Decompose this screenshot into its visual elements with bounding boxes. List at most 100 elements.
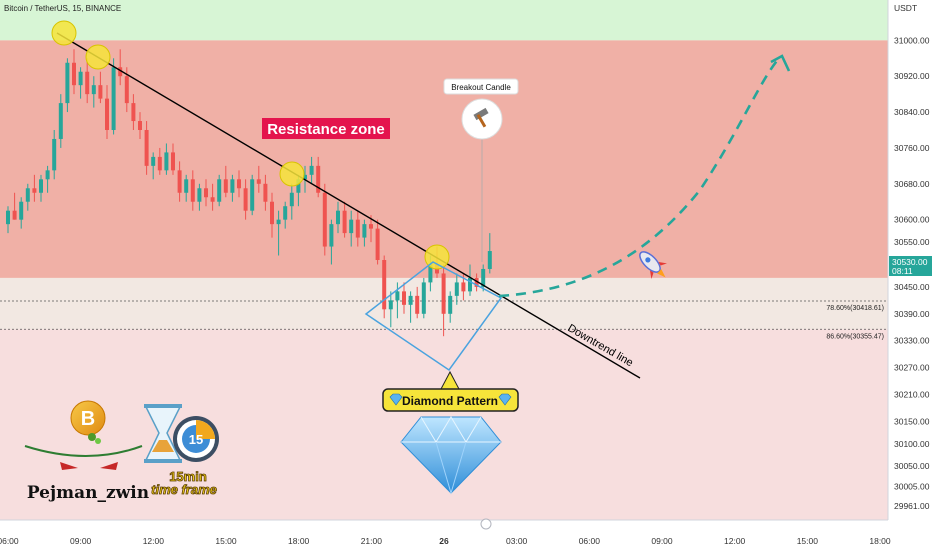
- time-tick-label: 06:00: [579, 536, 601, 546]
- candle-body: [78, 71, 83, 86]
- candle-body: [461, 282, 466, 292]
- resistance-zone-label: Resistance zone: [267, 121, 385, 138]
- candle-body: [289, 192, 294, 207]
- candle-body: [204, 188, 208, 198]
- candle-body: [468, 277, 472, 292]
- resistance-zone-band: [0, 40, 888, 278]
- time-tick-label: 06:00: [0, 536, 19, 546]
- fib-786-label: 78.60%(30418.61): [826, 305, 884, 312]
- candle-body: [98, 85, 103, 99]
- candle-body: [19, 201, 24, 220]
- hammer-glyph: [473, 107, 489, 128]
- svg-text:B: B: [81, 408, 95, 430]
- candle-body: [270, 201, 274, 225]
- candle-body: [131, 103, 136, 122]
- timeframe-top: 15min: [169, 469, 207, 484]
- candle-body: [375, 228, 380, 260]
- time-tick-label: 03:00: [506, 536, 528, 546]
- candle-body: [316, 165, 321, 193]
- candle-body: [6, 210, 10, 225]
- breakout-candle-label: Breakout Candle: [451, 83, 511, 92]
- branding-swoosh: [24, 445, 143, 457]
- fib-866-label: 86.60%(30355.47): [826, 333, 884, 340]
- candle-body: [441, 273, 446, 314]
- candle-body: [382, 260, 387, 310]
- candle-body: [39, 179, 43, 193]
- candle-body: [58, 103, 63, 139]
- projection-curve: [498, 56, 781, 298]
- candle-body: [184, 179, 189, 193]
- price-tick-label: 30210.00: [894, 389, 930, 399]
- candle-body: [322, 192, 327, 247]
- candle-body: [481, 268, 486, 287]
- candle-body: [243, 188, 248, 211]
- time-tick-label: 09:00: [651, 536, 673, 546]
- brand-name: Pejman_zwin: [27, 483, 149, 503]
- candle-body: [256, 179, 261, 184]
- price-tick-label: 30100.00: [894, 439, 930, 449]
- timezone-icon[interactable]: [480, 518, 492, 530]
- gem-emoji-icon-right: [498, 393, 512, 406]
- candle-body: [12, 210, 17, 220]
- price-tick-label: 29961.00: [894, 501, 930, 511]
- breakout-candle-label-bg: [443, 78, 519, 95]
- candle-body: [118, 67, 123, 77]
- price-tick-label: 30550.00: [894, 237, 930, 247]
- time-tick-label: 26: [439, 536, 449, 546]
- candle-body: [355, 219, 360, 238]
- price-tick-label: 30005.00: [894, 481, 930, 491]
- price-tick-label: 30050.00: [894, 461, 930, 471]
- time-tick-label: 12:00: [724, 536, 746, 546]
- timeframe-bottom: time frame: [151, 482, 217, 497]
- candle-body: [369, 224, 373, 229]
- price-tick-label: 31000.00: [894, 35, 930, 45]
- candle-body: [474, 277, 479, 287]
- candle-body: [309, 165, 314, 175]
- diamond-gem-icon: [400, 416, 502, 495]
- candle-body: [237, 179, 241, 189]
- symbol-title: Bitcoin / TetherUS, 15, BINANCE: [4, 4, 121, 13]
- candle-body: [230, 179, 235, 193]
- touch-highlight-3: [279, 161, 305, 187]
- candle-body: [217, 179, 222, 202]
- candle-body: [395, 291, 400, 301]
- price-tick-label: 30390.00: [894, 309, 930, 319]
- time-tick-label: 15:00: [797, 536, 819, 546]
- touch-highlight-2: [85, 44, 111, 70]
- stopwatch-icon: 15: [173, 416, 219, 462]
- candle-body: [25, 188, 30, 202]
- candle-body: [85, 71, 90, 95]
- bitcoin-logo-icon: B: [70, 400, 106, 444]
- time-tick-label: 09:00: [70, 536, 92, 546]
- candle-body: [415, 295, 420, 314]
- diamond-pattern-label: Diamond Pattern: [402, 394, 498, 408]
- resistance-zone-label-bg: [262, 118, 390, 139]
- time-tick-label: 21:00: [361, 536, 383, 546]
- candle-body: [283, 206, 288, 220]
- candle-body: [263, 183, 268, 202]
- candle-body: [105, 98, 109, 130]
- projection-arrow-head: [770, 54, 791, 72]
- candle-body: [144, 130, 149, 166]
- price-tick-label: 30150.00: [894, 416, 930, 426]
- candle-body: [91, 85, 96, 95]
- branding-block: B Pejman_zwin 15 15min time frame: [24, 400, 219, 503]
- price-axis-ticks: 31000.00 30920.00 30840.00 30760.00 30680.00…: [894, 35, 930, 511]
- candle-body: [210, 197, 215, 202]
- candle-body: [448, 295, 453, 314]
- last-price-countdown: 08:11: [892, 266, 913, 276]
- candle-body: [342, 210, 347, 234]
- candle-body: [250, 179, 255, 211]
- candle-body: [157, 156, 162, 171]
- upper-green-zone: [0, 0, 888, 41]
- candle-body: [349, 219, 354, 234]
- price-tick-label: 30450.00: [894, 282, 930, 292]
- candle-body: [32, 188, 37, 193]
- gem-emoji-icon-left: [389, 393, 403, 406]
- candle-body: [402, 291, 406, 305]
- candle-body: [223, 179, 228, 193]
- candle-body: [303, 174, 307, 180]
- candle-body: [111, 67, 116, 130]
- branding-swoosh-red: [60, 462, 118, 470]
